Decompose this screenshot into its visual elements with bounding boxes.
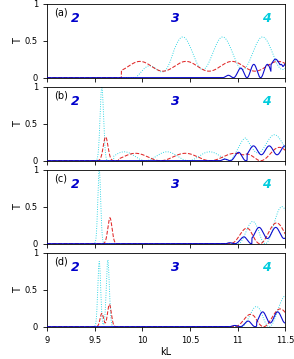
Text: (b): (b) bbox=[54, 90, 68, 100]
Text: 4: 4 bbox=[262, 13, 270, 25]
Text: 2: 2 bbox=[71, 95, 80, 108]
Text: 2: 2 bbox=[71, 178, 80, 191]
Text: 4: 4 bbox=[262, 261, 270, 275]
Text: 3: 3 bbox=[171, 13, 180, 25]
Text: 3: 3 bbox=[171, 261, 180, 275]
Text: 3: 3 bbox=[171, 95, 180, 108]
Text: 2: 2 bbox=[71, 261, 80, 275]
Y-axis label: T: T bbox=[14, 38, 24, 43]
Text: (a): (a) bbox=[54, 7, 68, 17]
Y-axis label: T: T bbox=[14, 121, 24, 127]
Text: 4: 4 bbox=[262, 178, 270, 191]
Text: 3: 3 bbox=[171, 178, 180, 191]
Y-axis label: T: T bbox=[14, 204, 24, 210]
Text: (c): (c) bbox=[54, 173, 67, 183]
Text: 4: 4 bbox=[262, 95, 270, 108]
Text: 2: 2 bbox=[71, 13, 80, 25]
Text: (d): (d) bbox=[54, 256, 68, 266]
Y-axis label: T: T bbox=[14, 287, 24, 293]
X-axis label: kL: kL bbox=[161, 348, 172, 358]
